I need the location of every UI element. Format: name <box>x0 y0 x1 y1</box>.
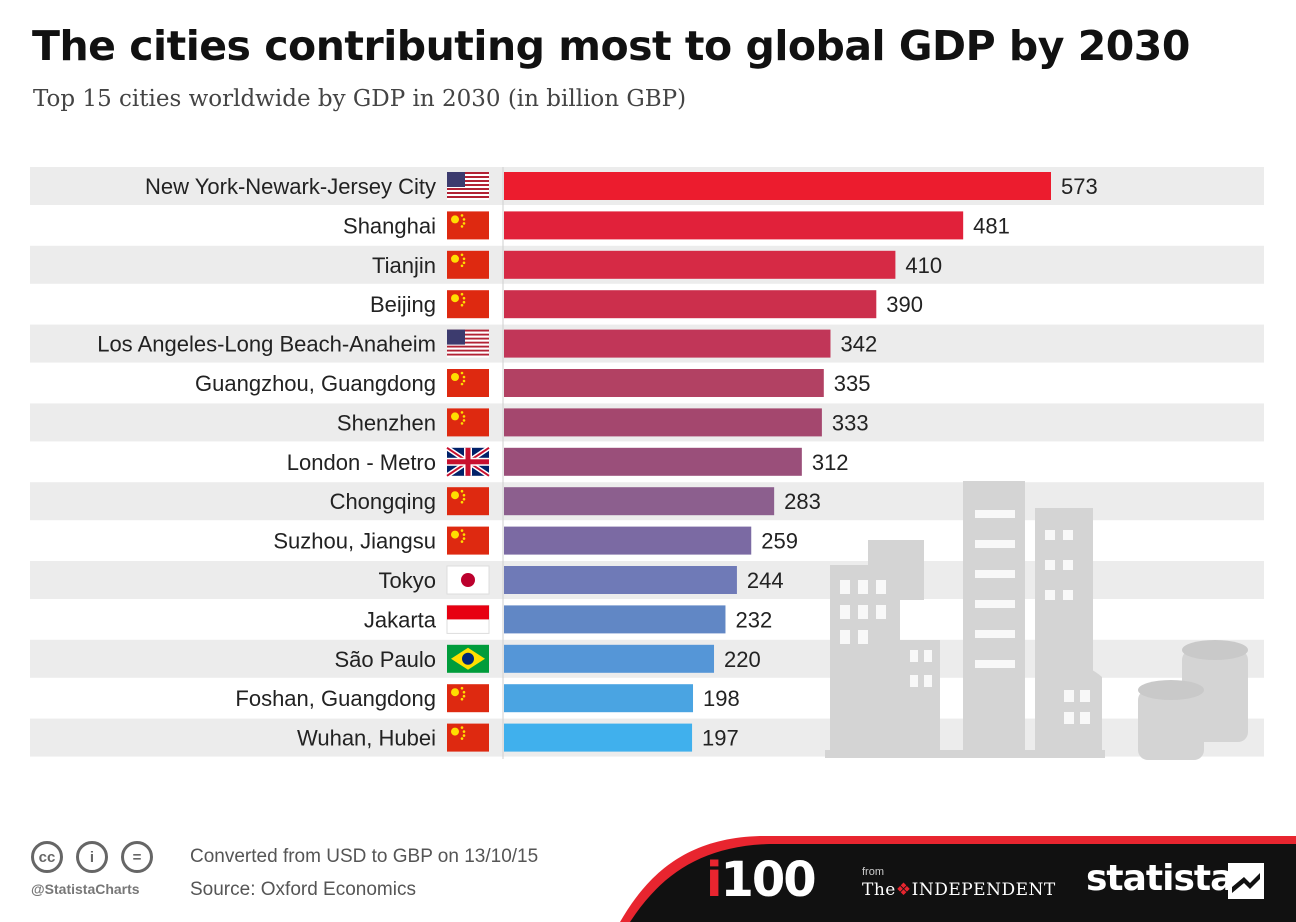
cn-flag <box>447 526 489 555</box>
id-flag <box>446 604 490 634</box>
cn-flag <box>447 290 489 319</box>
bar <box>504 487 775 516</box>
br-flag <box>447 644 489 673</box>
category-label: Jakarta <box>364 607 437 632</box>
cn-flag <box>447 369 489 397</box>
cn-flag <box>447 250 489 279</box>
i100-logo: i100 <box>706 856 817 904</box>
value-label: 390 <box>886 292 923 317</box>
cn-flag <box>447 487 489 516</box>
bars <box>504 172 1051 752</box>
cn-flag <box>447 684 489 713</box>
value-label: 197 <box>702 726 739 751</box>
us-flag <box>447 329 489 358</box>
value-label: 244 <box>747 568 784 593</box>
value-label: 198 <box>703 686 740 711</box>
category-label: São Paulo <box>334 647 436 672</box>
bar <box>504 329 831 358</box>
by-icon: i <box>76 841 108 873</box>
value-label: 283 <box>784 489 821 514</box>
cn-flag <box>447 408 489 437</box>
category-label: London - Metro <box>287 450 436 475</box>
category-label: Los Angeles-Long Beach-Anaheim <box>97 332 436 357</box>
statista-handle: @StatistaCharts <box>31 881 140 897</box>
independent-logo-name: INDEPENDENT <box>911 880 1056 900</box>
jp-flag <box>446 565 490 595</box>
bar <box>504 250 896 279</box>
i100-logo-number: 100 <box>720 852 816 908</box>
category-label: Tokyo <box>379 568 436 593</box>
city-skyline-illustration <box>825 481 1248 760</box>
bar <box>504 447 802 476</box>
value-label: 335 <box>834 371 871 396</box>
bar-chart: New York-Newark-Jersey City Shanghai Tianj… <box>30 167 1264 760</box>
category-label: Chongqing <box>330 489 436 514</box>
bar <box>504 723 693 752</box>
conversion-note: Converted from USD to GBP on 13/10/15 <box>190 846 539 867</box>
statista-logo: statista <box>1086 858 1234 899</box>
bar <box>504 172 1051 200</box>
statista-mark-icon <box>1228 863 1264 899</box>
category-label: Beijing <box>370 292 436 317</box>
bar <box>504 684 694 713</box>
bar <box>504 566 737 594</box>
bar <box>504 605 726 634</box>
cc-icon: cc <box>31 841 63 873</box>
bar <box>504 290 877 319</box>
i100-logo-i: i <box>706 852 723 908</box>
logo-from-label: from <box>862 866 884 878</box>
category-label: Tianjin <box>372 253 436 278</box>
source-note: Source: Oxford Economics <box>190 879 416 900</box>
value-label: 342 <box>840 332 877 357</box>
bar <box>504 526 752 555</box>
category-labels: New York-Newark-Jersey City Shanghai Tianj… <box>97 174 437 751</box>
value-label: 333 <box>832 410 869 435</box>
value-label: 220 <box>724 647 761 672</box>
chart-title: The cities contributing most to global G… <box>32 22 1190 70</box>
value-label: 410 <box>905 253 942 278</box>
category-label: Suzhou, Jiangsu <box>273 529 436 554</box>
footer-bar <box>620 836 1296 922</box>
value-label: 232 <box>735 607 772 632</box>
uk-flag <box>445 445 491 478</box>
category-label: Guangzhou, Guangdong <box>195 371 436 396</box>
value-label: 259 <box>761 529 798 554</box>
country-flags <box>445 172 491 752</box>
independent-logo-the: The <box>862 880 896 900</box>
value-labels: 573 481 410 390 342 335 333 312 283 259 244 232 220 1… <box>702 174 1098 751</box>
bar <box>504 211 964 240</box>
category-label: New York-Newark-Jersey City <box>145 174 436 199</box>
value-label: 312 <box>812 450 849 475</box>
us-flag <box>447 172 489 200</box>
bar <box>504 644 715 673</box>
category-label: Wuhan, Hubei <box>297 726 436 751</box>
chart-subtitle: Top 15 cities worldwide by GDP in 2030 (… <box>33 86 687 112</box>
bar <box>504 369 824 397</box>
value-label: 481 <box>973 213 1010 238</box>
cn-flag <box>447 723 489 752</box>
cn-flag <box>447 211 489 240</box>
independent-logo: The❖INDEPENDENT <box>862 880 1056 900</box>
eagle-icon: ❖ <box>895 880 912 900</box>
category-label: Shanghai <box>343 213 436 238</box>
category-label: Foshan, Guangdong <box>235 686 436 711</box>
bar <box>504 408 822 437</box>
nd-icon: = <box>121 841 153 873</box>
value-label: 573 <box>1061 174 1098 199</box>
category-label: Shenzhen <box>337 410 436 435</box>
